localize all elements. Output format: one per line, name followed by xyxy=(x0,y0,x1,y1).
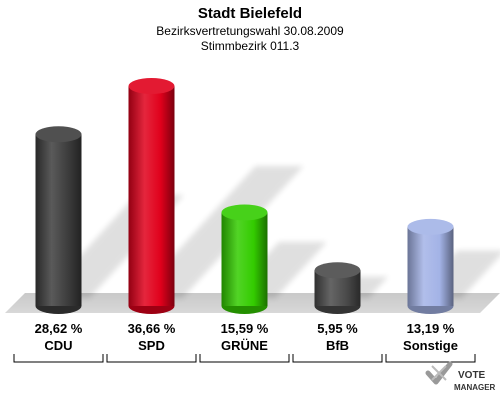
bar-spd xyxy=(128,78,175,314)
logo-line-1: VOTE xyxy=(458,370,486,381)
category-label-cdu: CDU xyxy=(44,338,72,353)
category-label-sonstige: Sonstige xyxy=(403,338,458,353)
bar-gr-ne xyxy=(221,204,268,314)
value-label-sonstige: 13,19 % xyxy=(407,321,455,336)
category-labels: CDU SPD GRÜNE BfB Sonstige xyxy=(44,338,458,353)
category-brackets xyxy=(13,354,476,363)
bar-shadow-spd xyxy=(134,166,304,298)
bracket-cdu xyxy=(13,354,104,363)
value-labels: 28,62 % 36,66 % 15,59 % 5,95 % 13,19 % xyxy=(35,321,455,336)
category-label-spd: SPD xyxy=(138,338,165,353)
category-label-gr-ne: GRÜNE xyxy=(221,338,268,353)
vote-manager-logo: VOTE MANAGER xyxy=(425,361,496,392)
value-label-spd: 36,66 % xyxy=(128,321,176,336)
chart-subtitle-line-1: Bezirksvertretungswahl 30.08.2009 xyxy=(156,24,344,38)
bracket-sonstige xyxy=(385,354,476,363)
bracket-gr-ne xyxy=(199,354,290,363)
bars xyxy=(35,78,454,314)
bracket-bfb xyxy=(292,354,383,363)
logo-line-2: MANAGER xyxy=(454,383,496,392)
bracket-spd xyxy=(106,354,197,363)
value-label-cdu: 28,62 % xyxy=(35,321,83,336)
bar-cdu xyxy=(35,126,82,314)
value-label-gr-ne: 15,59 % xyxy=(221,321,269,336)
value-label-bfb: 5,95 % xyxy=(317,321,358,336)
bar-sonstige xyxy=(407,218,454,314)
check-mark-icon xyxy=(425,361,453,385)
chart-subtitle-line-2: Stimmbezirk 011.3 xyxy=(201,39,300,53)
bar-bfb xyxy=(314,262,361,314)
chart-title: Stadt Bielefeld xyxy=(198,5,302,22)
category-label-bfb: BfB xyxy=(326,338,349,353)
